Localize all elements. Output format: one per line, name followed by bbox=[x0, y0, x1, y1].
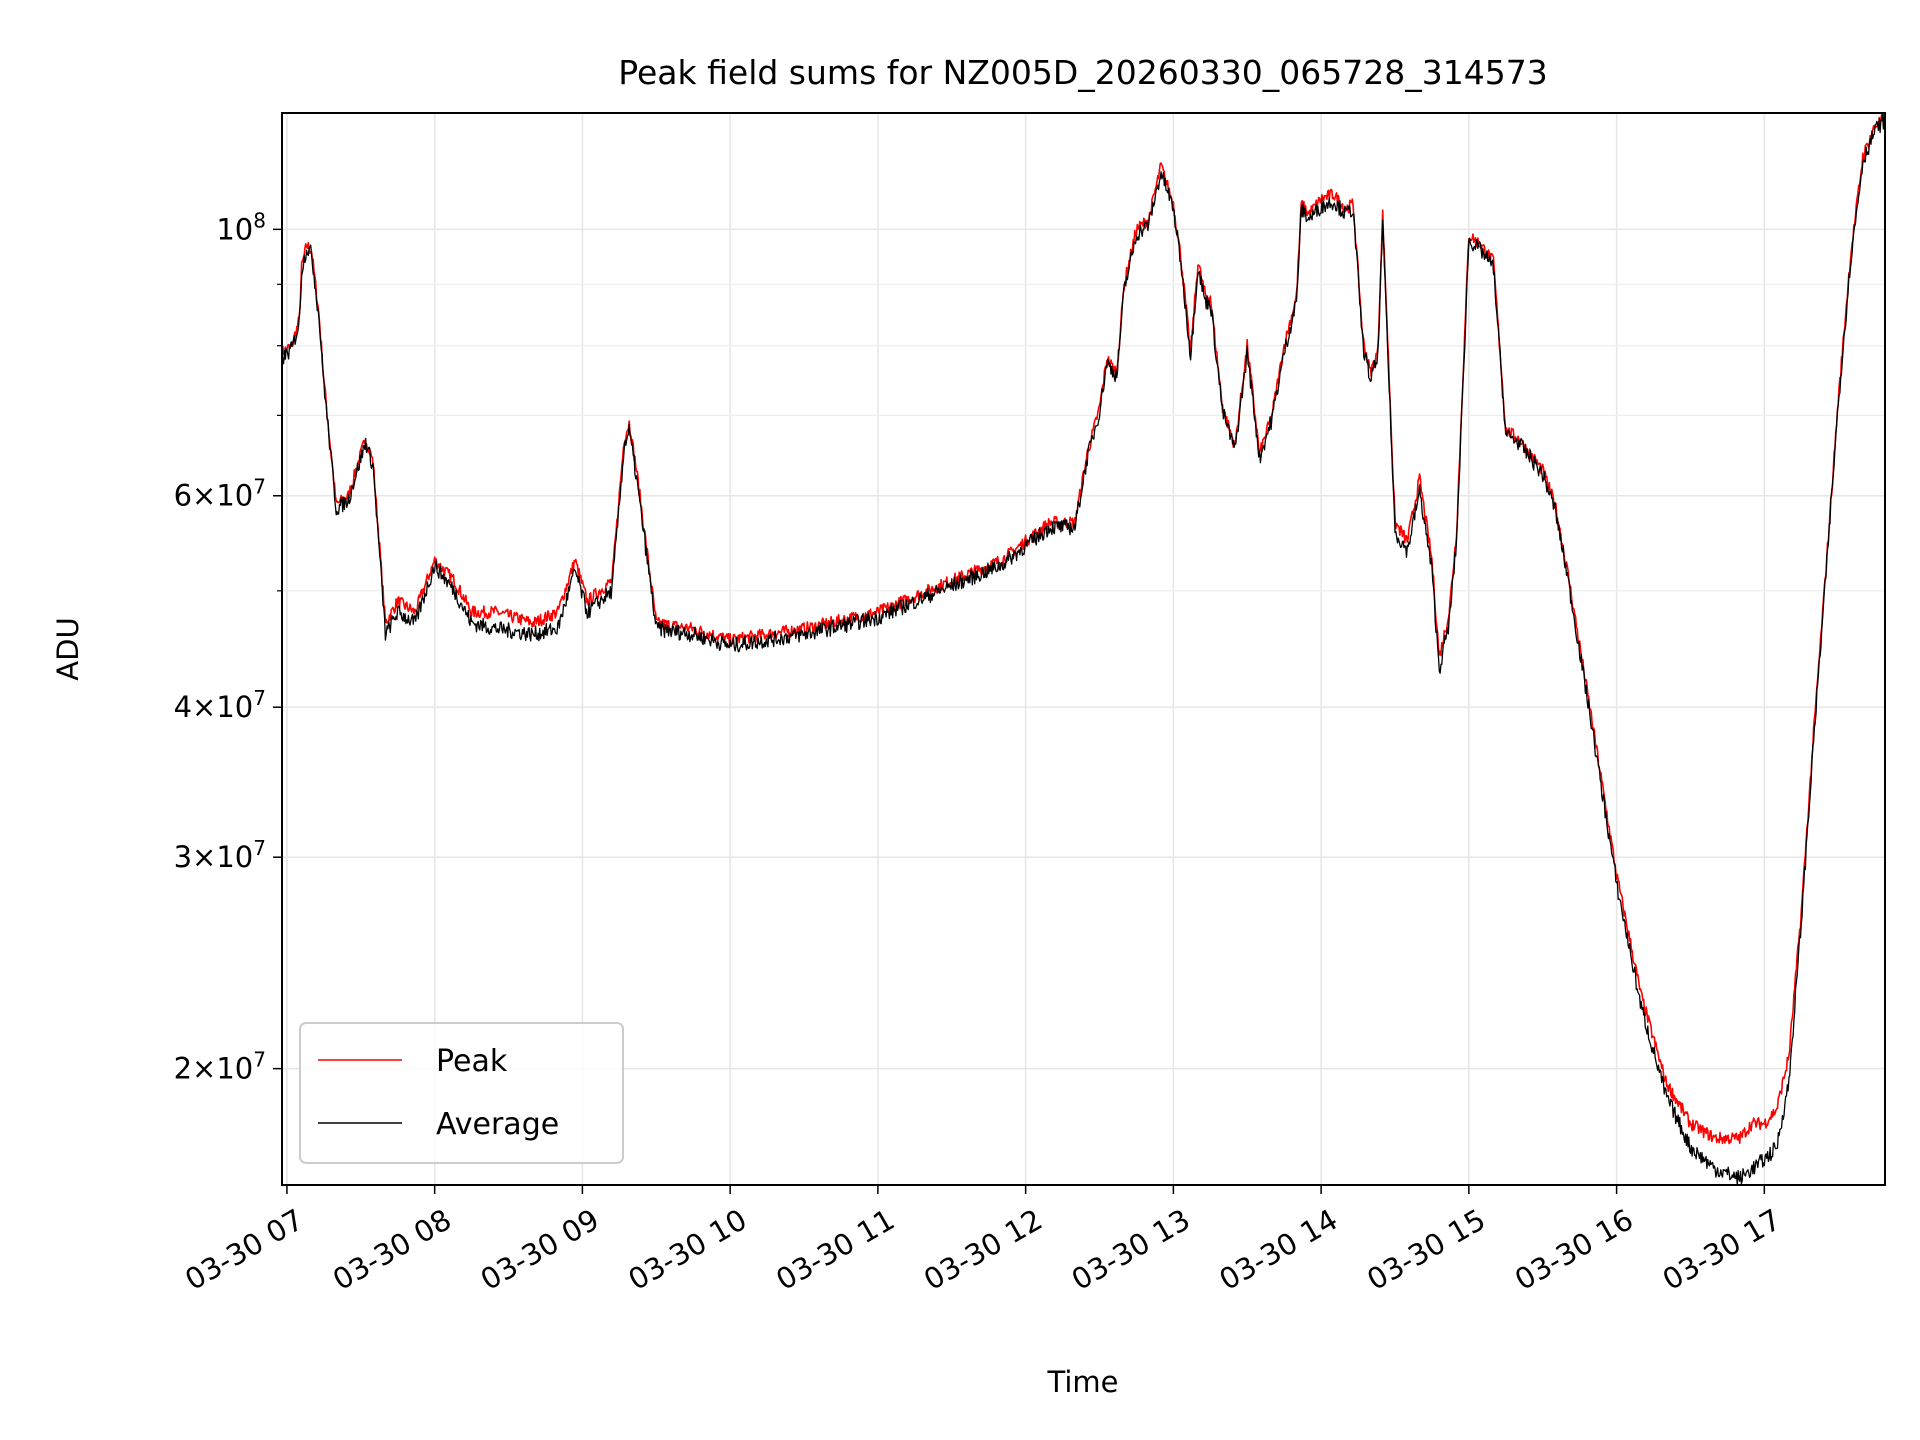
chart-title: Peak field sums for NZ005D_20260330_0657… bbox=[618, 53, 1547, 92]
y-tick-label: 108 bbox=[216, 208, 266, 246]
legend: Peak Average bbox=[299, 1022, 624, 1164]
legend-label-peak: Peak bbox=[436, 1044, 508, 1079]
plot-frame bbox=[281, 112, 1886, 1186]
series-lines bbox=[281, 112, 1886, 1186]
legend-label-average: Average bbox=[436, 1107, 559, 1142]
y-axis: 2×107 3×107 4×107 6×107 108 bbox=[174, 208, 282, 1086]
series-line-average bbox=[281, 113, 1886, 1186]
y-tick-label: 3×107 bbox=[174, 836, 266, 874]
y-axis-label: ADU bbox=[51, 617, 85, 680]
y-tick-label: 4×107 bbox=[174, 686, 266, 724]
y-tick-label: 6×107 bbox=[174, 475, 266, 513]
x-axis-label: Time bbox=[1047, 1365, 1119, 1399]
grid bbox=[282, 113, 1885, 1185]
y-tick-label: 2×107 bbox=[174, 1048, 266, 1086]
legend-box bbox=[299, 1022, 624, 1164]
